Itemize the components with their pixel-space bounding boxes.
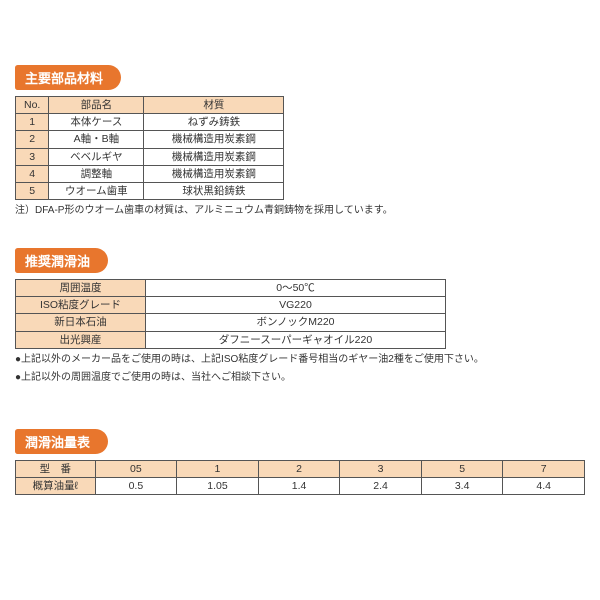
- table-row: 周囲温度 0〜50℃: [16, 280, 446, 297]
- section-title: 潤滑油量表: [15, 429, 108, 454]
- table-row: 出光興産 ダフニースーパーギャオイル220: [16, 331, 446, 348]
- lubricant-section: 推奨潤滑油 周囲温度 0〜50℃ ISO粘度グレード VG220 新日本石油 ボ…: [15, 248, 585, 385]
- col-header: 材質: [144, 97, 284, 114]
- col-header: No.: [16, 97, 49, 114]
- note-text: ●上記以外のメーカー品をご使用の時は、上記ISO粘度グレード番号相当のギヤー油2…: [15, 352, 585, 367]
- oil-volume-section: 潤滑油量表 型 番 05 1 2 3 5 7 概算油量ℓ 0.5 1.05 1.…: [15, 429, 585, 495]
- table-row: ISO粘度グレード VG220: [16, 297, 446, 314]
- note-text: ●上記以外の周囲温度でご使用の時は、当社へご相談下さい。: [15, 370, 585, 385]
- table-row: 概算油量ℓ 0.5 1.05 1.4 2.4 3.4 4.4: [16, 477, 585, 494]
- table-row: 5 ウオーム歯車 球状黒鉛鋳鉄: [16, 182, 284, 199]
- col-header: 部品名: [49, 97, 144, 114]
- table-row: 1 本体ケース ねずみ鋳鉄: [16, 114, 284, 131]
- section-title: 主要部品材料: [15, 65, 121, 90]
- table-row: 新日本石油 ボンノックM220: [16, 314, 446, 331]
- materials-table: No. 部品名 材質 1 本体ケース ねずみ鋳鉄 2 A軸・B軸 機械構造用炭素…: [15, 96, 284, 200]
- oil-volume-table: 型 番 05 1 2 3 5 7 概算油量ℓ 0.5 1.05 1.4 2.4 …: [15, 460, 585, 495]
- materials-section: 主要部品材料 No. 部品名 材質 1 本体ケース ねずみ鋳鉄 2 A軸・B軸 …: [15, 65, 585, 218]
- section-title: 推奨潤滑油: [15, 248, 108, 273]
- table-row: 型 番 05 1 2 3 5 7: [16, 460, 585, 477]
- table-row: 3 ベベルギヤ 機械構造用炭素鋼: [16, 148, 284, 165]
- table-row: 2 A軸・B軸 機械構造用炭素鋼: [16, 131, 284, 148]
- table-row: 4 調整軸 機械構造用炭素鋼: [16, 165, 284, 182]
- note-text: 注）DFA-P形のウオーム歯車の材質は、アルミニュウム青銅鋳物を採用しています。: [15, 203, 585, 218]
- lubricant-table: 周囲温度 0〜50℃ ISO粘度グレード VG220 新日本石油 ボンノックM2…: [15, 279, 446, 349]
